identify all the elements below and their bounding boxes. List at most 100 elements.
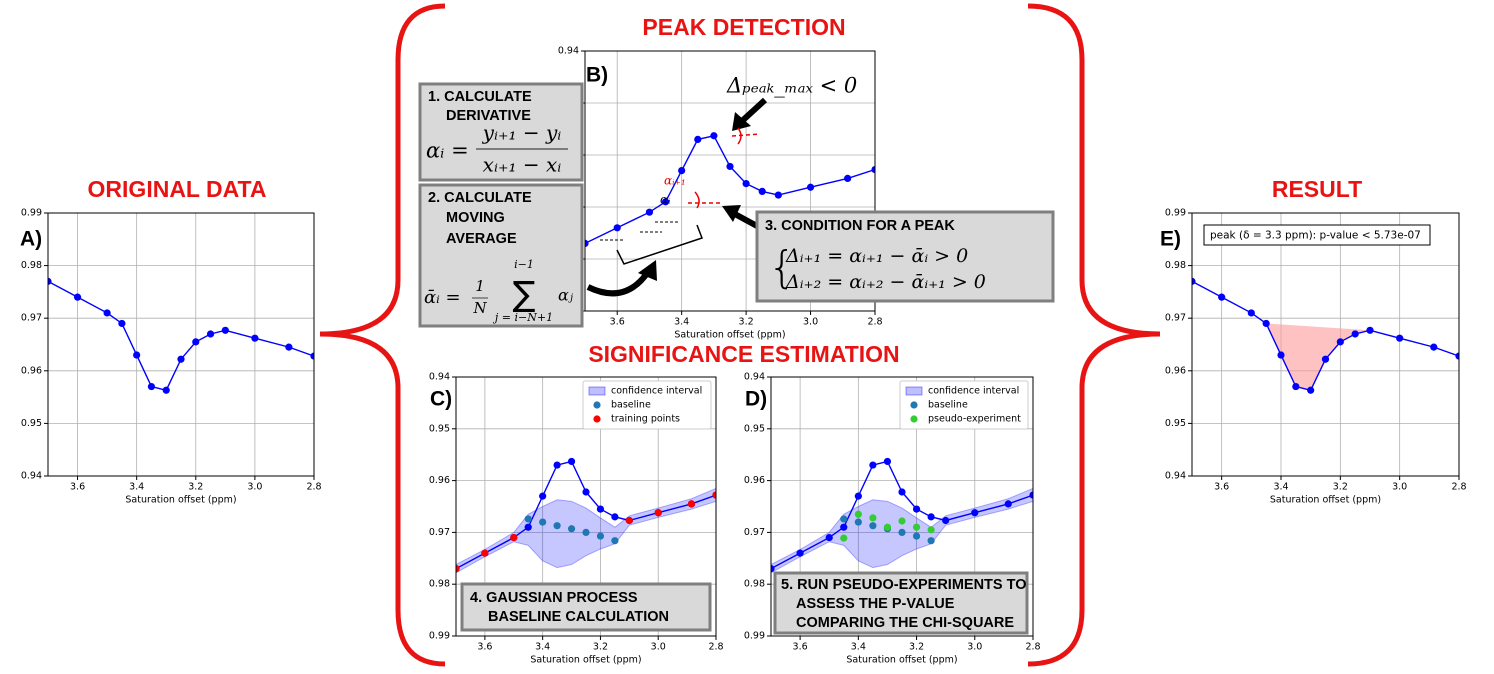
box-text: AVERAGE (446, 231, 517, 247)
y-tick-label: 0.97 (429, 527, 450, 538)
box-text: DERIVATIVE (446, 108, 531, 124)
scatter-point (654, 509, 662, 517)
box-text: MOVING (446, 210, 505, 226)
formula: Δᵢ₊₂ = αᵢ₊₂ − ᾱᵢ₊₁ > 0 (785, 271, 986, 293)
data-point (869, 461, 877, 469)
formula: { (768, 242, 796, 293)
box (460, 582, 712, 632)
plot-area (48, 213, 314, 476)
box-text: 1. CALCULATE (428, 89, 532, 105)
box-text: 2. CALCULATE (428, 190, 532, 206)
panel-label: E) (1160, 228, 1181, 251)
data-point (840, 523, 848, 531)
peak-area (1266, 323, 1370, 391)
legend-swatch (588, 386, 606, 396)
formula: j = i−N+1 (492, 311, 553, 324)
data-point (1277, 351, 1285, 359)
data-point (1192, 277, 1196, 285)
y-tick-label: 0.98 (21, 260, 42, 271)
scatter-point (912, 523, 921, 531)
annotation-box (1203, 224, 1431, 246)
data-point (1262, 319, 1270, 328)
box-text: 3. CONDITION FOR A PEAK (765, 218, 955, 234)
y-tick-label: 0.98 (1165, 260, 1186, 271)
plot-content (456, 457, 716, 574)
x-tick-label: 3.0 (651, 642, 666, 653)
legend-label: baseline (611, 400, 651, 411)
x-tick-label: 3.2 (739, 317, 754, 328)
data-point (844, 174, 852, 182)
data-point (147, 382, 156, 391)
right-brace (1027, 3, 1161, 667)
y-tick-label: 0.99 (1165, 208, 1186, 219)
y-tick-label: 0.97 (21, 313, 42, 324)
legend-label: pseudo-experiment (928, 414, 1021, 425)
plot-content (771, 457, 1033, 574)
annotation: peak (δ = 3.3 ppm): p-value < 5.73e-07 (1210, 230, 1421, 242)
x-tick-label: 3.4 (674, 317, 689, 328)
scatter-point (582, 528, 590, 537)
scatter-point (539, 518, 547, 526)
plot-content (1192, 277, 1459, 394)
x-tick-label: 3.6 (477, 642, 492, 653)
y-tick-label: 0.97 (744, 527, 765, 538)
data-point (854, 492, 862, 500)
formula: 1 (475, 277, 485, 295)
x-tick-label: 2.8 (306, 482, 321, 493)
x-tick-label: 3.4 (851, 642, 866, 653)
box-average: 2. CALCULATE MOVING AVERAGE ᾱᵢ = 1 N ∑ i… (418, 183, 584, 328)
scatter-point (898, 528, 906, 537)
legend-label: baseline (928, 400, 968, 411)
x-tick-label: 3.0 (247, 482, 262, 493)
data-point (1029, 491, 1033, 499)
panel-label: C) (430, 388, 452, 411)
formula: Δᵢ₊₁ = αᵢ₊₁ − ᾱᵢ > 0 (785, 245, 968, 267)
legend-swatch (905, 386, 923, 396)
data-point (825, 533, 833, 542)
data-point (1218, 293, 1226, 301)
scatter-point (687, 500, 696, 508)
arrow (739, 97, 768, 124)
data-point (726, 162, 734, 171)
axes-frame (584, 50, 876, 312)
x-tick-label: 3.2 (1333, 482, 1348, 493)
y-tick-label: 0.99 (21, 208, 42, 219)
data-point (285, 343, 293, 351)
legend-box (899, 380, 1029, 430)
arrow-head (722, 205, 741, 222)
scatter-point (869, 522, 877, 530)
x-tick-label: 3.6 (70, 482, 85, 493)
y-tick-label: 0.96 (744, 475, 765, 486)
section-title: PEAK DETECTION (642, 14, 845, 40)
data-point (221, 326, 229, 334)
section-title: ORIGINAL DATA (88, 176, 267, 202)
panel-label: B) (586, 64, 608, 87)
formula: ᾱᵢ = (424, 287, 461, 308)
box (755, 210, 1055, 303)
data-point (103, 309, 111, 317)
data-point (883, 457, 892, 466)
scatter-point (912, 532, 921, 540)
x-axis-label: Saturation offset (ppm) (674, 330, 785, 341)
scatter-point (869, 514, 877, 522)
formula: xᵢ₊₁ − xᵢ (483, 153, 562, 177)
data-point (710, 132, 718, 140)
data-point (582, 488, 590, 496)
delta-note: Δₚₑₐₖ_ₘₐₓ < 0 (726, 74, 857, 98)
scatter-point (625, 516, 633, 525)
x-tick-label: 2.8 (867, 317, 882, 328)
box-condition: 3. CONDITION FOR A PEAK { Δᵢ₊₁ = αᵢ₊₁ − … (755, 210, 1055, 303)
x-tick-label: 3.2 (593, 642, 608, 653)
axes-frame (1191, 212, 1460, 477)
dashed-line (600, 221, 678, 241)
data-point (1430, 343, 1438, 351)
axes-frame (455, 376, 717, 637)
data-point (1004, 500, 1012, 508)
scatter-point (567, 525, 576, 533)
box (418, 82, 584, 182)
legend-label: confidence interval (928, 386, 1019, 397)
y-tick-label: 0.94 (744, 372, 765, 383)
plot-content (585, 132, 875, 247)
x-tick-label: 3.0 (803, 317, 818, 328)
chart: 3.6 3.4 3.2 3.0 2.8 0.99 0.98 0.97 0.96 0.95 0.94 S… (20, 208, 322, 506)
